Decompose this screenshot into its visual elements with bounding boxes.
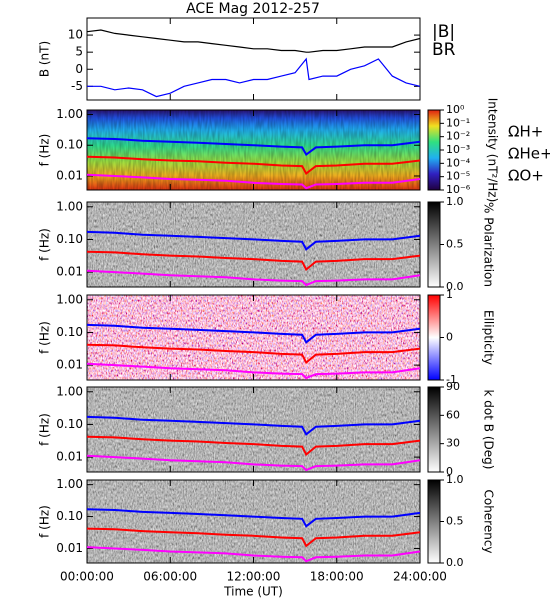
colorbar-tick-label: 30 xyxy=(446,437,460,450)
colorbar-label: Ellipticity xyxy=(482,310,496,365)
colorbar-tick-label: 0 xyxy=(446,331,453,344)
y-tick-label: 0 xyxy=(75,62,83,76)
colorbar-label: Coherency xyxy=(482,489,496,553)
x-tick-label: 18:00:00 xyxy=(310,570,364,584)
colorbar-label: k dot B (Deg) xyxy=(482,390,496,470)
data-line xyxy=(86,362,421,380)
y-tick-label: 0.01 xyxy=(56,541,83,555)
y-tick-label: 0.10 xyxy=(56,417,83,431)
colorbar xyxy=(427,386,441,473)
data-line xyxy=(86,323,421,344)
colorbar-tick-label: 0.5 xyxy=(446,515,464,528)
colorbar-tick-label: 1 xyxy=(446,288,453,301)
data-line xyxy=(86,230,421,251)
colorbar xyxy=(427,294,441,381)
colorbar-tick-label: 10⁻⁵ xyxy=(446,170,470,183)
y-tick-label: 10 xyxy=(68,28,83,42)
chart-title: ACE Mag 2012-257 xyxy=(186,1,320,17)
colorbar-label: Intensity (nT²/Hz) xyxy=(486,98,500,203)
data-line xyxy=(87,57,421,98)
y-axis-label: B (nT) xyxy=(38,41,52,77)
legend-entry: ΩHe+ xyxy=(508,145,550,163)
y-axis-label: f (Hz) xyxy=(38,505,52,538)
x-tick-label: 24:00:00 xyxy=(393,570,447,584)
colorbar-tick-label: 10⁻¹ xyxy=(446,116,470,129)
legend-entry: ΩH+ xyxy=(508,123,543,141)
y-tick-label: 0.01 xyxy=(56,358,83,372)
y-tick-label: 1.00 xyxy=(56,292,83,306)
colorbar-tick-label: 1.0 xyxy=(446,473,464,486)
data-line xyxy=(86,137,421,156)
y-axis-label: f (Hz) xyxy=(38,228,52,261)
data-line xyxy=(86,454,421,472)
legend-entry: BR xyxy=(432,40,456,60)
data-line xyxy=(86,173,421,190)
y-tick-label: 0.01 xyxy=(56,168,83,182)
colorbar-tick-label: 10⁻² xyxy=(446,130,470,143)
data-line xyxy=(86,527,421,548)
data-line xyxy=(86,29,421,53)
legend-entry: |B| xyxy=(432,22,455,42)
y-axis-label: f (Hz) xyxy=(38,413,52,446)
y-tick-label: 0.01 xyxy=(56,265,83,279)
x-tick-label: 06:00:00 xyxy=(143,570,197,584)
y-tick-label: 0.10 xyxy=(56,325,83,339)
y-tick-label: 0.10 xyxy=(56,509,83,523)
y-tick-label: 0.01 xyxy=(56,450,83,464)
colorbar-tick-label: 0.0 xyxy=(446,280,464,293)
data-line xyxy=(86,508,421,528)
colorbar-tick-label: 1.0 xyxy=(446,195,464,208)
y-tick-label: 1.00 xyxy=(56,107,83,121)
colorbar xyxy=(427,201,441,288)
x-tick-label: 00:00:00 xyxy=(60,570,114,584)
plot-frame xyxy=(86,17,421,101)
colorbar xyxy=(427,109,441,191)
colorbar-label: % Polarization xyxy=(482,202,496,287)
colorbar-tick-label: 0.0 xyxy=(446,556,464,569)
data-line xyxy=(86,269,421,287)
data-line xyxy=(86,546,421,563)
colorbar-tick-label: 10⁻⁴ xyxy=(446,156,471,169)
y-axis-label: f (Hz) xyxy=(38,321,52,354)
colorbar-tick-label: 90 xyxy=(446,380,460,393)
y-tick-label: 1.00 xyxy=(56,199,83,213)
x-axis-label: Time (UT) xyxy=(223,585,283,599)
y-axis-label: f (Hz) xyxy=(38,134,52,167)
colorbar-tick-label: 10⁻⁶ xyxy=(446,183,471,196)
data-line xyxy=(86,435,421,457)
y-tick-label: -5 xyxy=(71,79,83,93)
y-tick-label: 5 xyxy=(75,45,83,59)
x-tick-label: 12:00:00 xyxy=(227,570,281,584)
colorbar-tick-label: 60 xyxy=(446,408,460,421)
colorbar-tick-label: 10⁰ xyxy=(446,103,465,116)
legend-entry: ΩO+ xyxy=(508,167,544,185)
data-line xyxy=(86,415,421,436)
colorbar-tick-label: 0.5 xyxy=(446,238,464,251)
data-line xyxy=(86,250,421,272)
colorbar-tick-label: 0 xyxy=(446,465,453,478)
y-tick-label: 1.00 xyxy=(56,384,83,398)
colorbar-tick-label: -1 xyxy=(446,373,457,386)
colorbar xyxy=(427,479,441,564)
y-tick-label: 0.10 xyxy=(56,232,83,246)
data-line xyxy=(86,155,421,175)
y-tick-label: 1.00 xyxy=(56,477,83,491)
data-line xyxy=(86,343,421,365)
y-tick-label: 0.10 xyxy=(56,138,83,152)
colorbar-tick-label: 10⁻³ xyxy=(446,143,470,156)
